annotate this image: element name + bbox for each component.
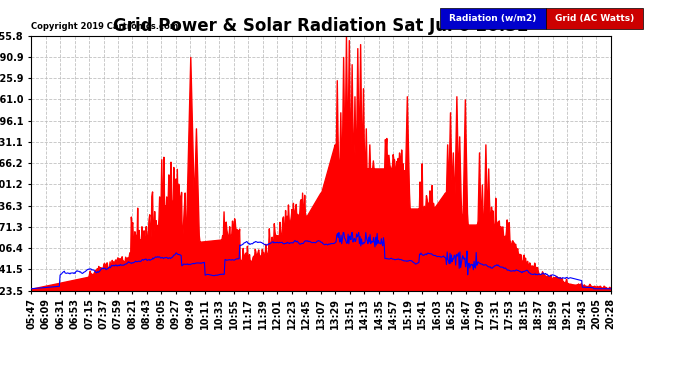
Text: Grid (AC Watts): Grid (AC Watts) — [555, 14, 634, 23]
Text: Radiation (w/m2): Radiation (w/m2) — [449, 14, 537, 23]
Text: Copyright 2019 Cartronics.com: Copyright 2019 Cartronics.com — [31, 21, 179, 30]
Title: Grid Power & Solar Radiation Sat Jul 6 20:32: Grid Power & Solar Radiation Sat Jul 6 2… — [113, 18, 529, 36]
